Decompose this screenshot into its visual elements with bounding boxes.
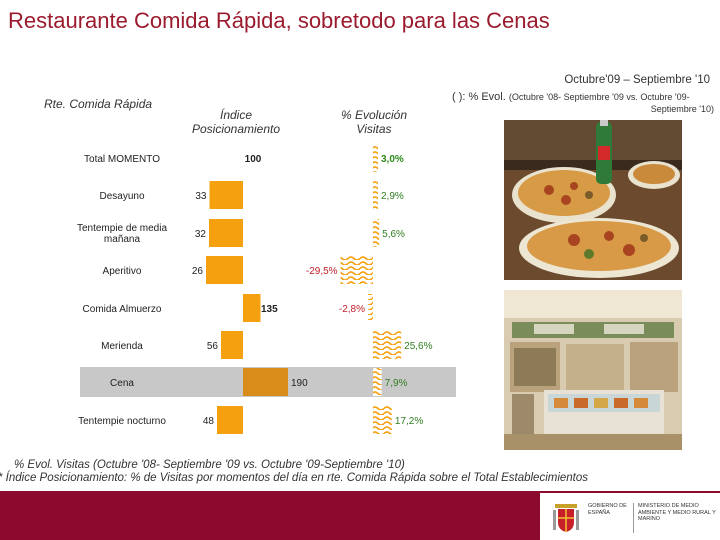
evolution-bar	[368, 294, 373, 322]
evolution-bar	[373, 181, 378, 209]
evolution-value-label: 2,9%	[381, 191, 404, 202]
index-value-label: 190	[291, 378, 308, 389]
page-title: Restaurante Comida Rápida, sobretodo par…	[8, 8, 550, 33]
evolution-value-label: 3,0%	[381, 154, 404, 165]
legend-note: ( ): % Evol. (Octubre '08- Septiembre '0…	[452, 91, 690, 103]
evolution-bar	[373, 368, 382, 396]
evolution-value-label: 17,2%	[395, 416, 423, 427]
evolution-header: % Evolución Visitas	[340, 108, 408, 136]
footnote-evolution: % Evol. Visitas (Octubre '08- Septiembre…	[14, 459, 405, 471]
evolution-value-label: -2,8%	[339, 304, 365, 315]
evolution-bar	[373, 331, 402, 359]
category-label: Tentempie nocturno	[78, 416, 166, 427]
index-bar	[221, 331, 243, 359]
evolution-value-label: 5,6%	[382, 229, 405, 240]
period-label: Octubre'09 – Septiembre '10	[564, 74, 710, 86]
evolution-value-label: -29,5%	[306, 266, 338, 277]
legend-detail-a: (Octubre '08- Septiembre '09 vs. Octubre…	[508, 92, 690, 102]
index-value-label: 48	[203, 416, 215, 427]
legend-main: ( ): % Evol.	[452, 91, 506, 103]
category-label: Total MOMENTO	[84, 154, 160, 165]
evolution-value-label: 7,9%	[385, 378, 408, 389]
ministry-label: MINISTERIO DE MEDIO AMBIENTE Y MEDIO RUR…	[638, 503, 716, 522]
coat-of-arms-icon	[553, 504, 579, 532]
index-value-label: 32	[195, 229, 207, 240]
index-bar	[217, 406, 243, 434]
index-value-label: 135	[261, 304, 278, 315]
index-value-label: 56	[207, 341, 219, 352]
footnote-index: * Índice Posicionamiento: % de Visitas p…	[0, 472, 589, 484]
segment-header: Rte. Comida Rápida	[44, 97, 153, 111]
index-header: Índice Posicionamiento	[191, 108, 281, 136]
index-value-label: 33	[195, 191, 207, 202]
positioning-chart: Total MOMENTO 100 3,0% Desayuno 33 2,9% Tentem…	[77, 144, 456, 434]
index-bar	[209, 219, 243, 247]
index-bar	[243, 368, 288, 396]
category-label: Merienda	[101, 341, 143, 352]
index-bar	[243, 294, 261, 322]
category-label: Desayuno	[99, 191, 144, 202]
pizza-photo	[504, 120, 682, 280]
photos	[504, 120, 682, 450]
category-label: Comida Almuerzo	[83, 304, 162, 315]
index-value-label: 100	[245, 154, 262, 165]
index-bar	[206, 256, 243, 284]
evolution-value-label: 25,6%	[404, 341, 432, 352]
category-label: Cena	[110, 378, 134, 389]
legend-detail-b: Septiembre '10)	[650, 104, 714, 114]
index-value-label: 26	[192, 266, 204, 277]
index-bar	[209, 181, 243, 209]
evolution-bar	[373, 406, 392, 434]
category-label: Aperitivo	[103, 266, 142, 277]
evolution-bar	[373, 219, 380, 247]
category-label: Tentempie de media mañana	[77, 223, 167, 245]
shop-interior-photo	[504, 290, 682, 450]
footer-divider	[633, 503, 634, 533]
evolution-bar	[373, 144, 378, 172]
evolution-bar	[340, 256, 373, 284]
government-label: GOBIERNO DE ESPAÑA	[588, 503, 627, 516]
